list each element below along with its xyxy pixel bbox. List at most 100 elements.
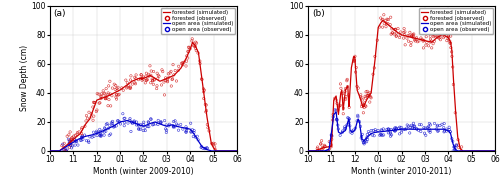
Point [366,91,374,94]
Point [186,46,194,49]
Point [360,111,368,114]
Point [170,120,177,123]
Point [97,97,105,100]
Point [450,145,458,148]
Point [380,22,388,25]
Point [126,86,134,89]
Point [321,145,329,148]
Point [183,54,191,57]
Point [408,126,416,130]
Point [451,111,459,114]
Point [360,104,368,107]
Point [318,139,326,142]
Point [428,46,436,49]
Point [330,108,338,112]
Point [369,129,377,132]
Point [390,129,398,132]
Point [437,31,445,34]
Point [178,61,186,64]
Point [66,140,74,143]
Point [190,131,198,134]
Point [386,16,394,19]
Point [199,147,207,150]
Point [386,23,394,26]
Point [124,84,132,87]
Point [138,77,146,80]
Point [436,29,444,32]
Point [128,121,136,124]
Point [182,125,190,128]
Point [115,93,123,96]
Point [424,125,432,128]
Point [366,101,374,104]
Point [171,119,179,122]
Point [190,44,198,47]
Point [108,120,116,123]
Point [145,125,153,128]
Point [398,128,406,132]
Point [178,63,186,66]
Point [89,105,97,109]
Point [130,120,138,123]
Point [314,145,322,149]
Point [406,131,413,134]
Point [176,123,184,126]
Point [378,25,386,29]
Point [104,104,112,107]
Point [200,90,207,93]
Point [362,138,370,142]
Point [422,44,430,47]
Point [366,132,374,135]
Point [90,135,98,138]
Point [324,149,332,152]
Point [333,118,341,121]
Point [178,62,186,65]
Point [313,147,321,150]
Point [440,122,448,125]
Point [362,97,370,100]
Point [445,126,453,129]
Point [96,131,104,134]
Point [341,90,349,93]
Text: (a): (a) [54,9,66,18]
Point [96,128,104,131]
Point [108,122,116,125]
Point [426,123,434,126]
Point [410,32,418,35]
Point [404,40,412,43]
Point [58,149,66,152]
Point [94,92,102,95]
Point [410,122,418,125]
Point [122,86,130,90]
Point [106,134,114,137]
Point [448,55,456,58]
Point [340,112,347,115]
Point [89,119,97,122]
Point [131,81,139,84]
Point [75,130,83,133]
Point [444,35,452,39]
Point [412,38,420,41]
Point [441,32,449,35]
Point [429,42,437,45]
Point [320,144,328,147]
Point [334,109,342,112]
Point [448,65,456,69]
Point [383,18,391,21]
Point [358,98,366,102]
Point [82,119,90,122]
Point [429,33,437,36]
Point [341,127,349,131]
Point [154,77,162,80]
Point [391,28,399,31]
Point [451,146,459,149]
Point [386,131,394,134]
Point [436,35,444,39]
Point [154,119,162,122]
Point [370,66,378,69]
Point [150,83,158,86]
Point [121,117,129,120]
Point [392,35,400,38]
Point [103,122,111,125]
Point [183,127,191,130]
